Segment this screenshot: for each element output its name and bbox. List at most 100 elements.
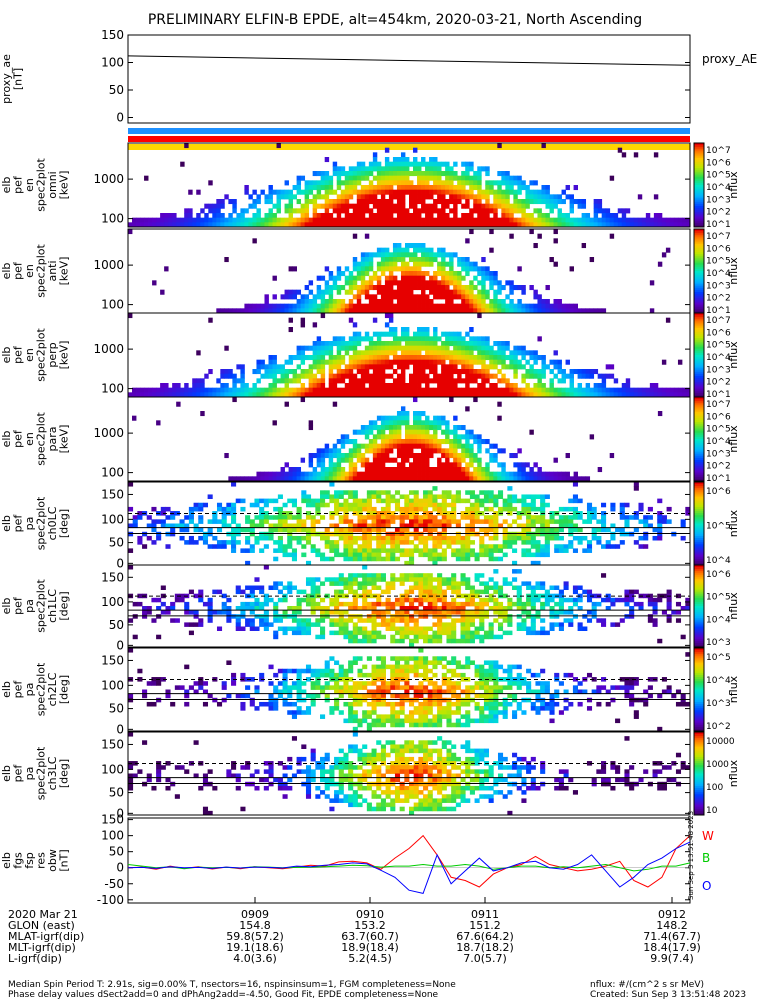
heatmap-cell <box>249 527 255 533</box>
heatmap-cell <box>184 208 189 214</box>
heatmap-cell <box>517 222 522 228</box>
heatmap-cell <box>469 303 474 309</box>
y-axis-label-line: en <box>23 264 36 278</box>
heatmap-cell <box>385 618 391 623</box>
heatmap-cell <box>533 199 538 205</box>
heatmap-cell <box>305 618 312 623</box>
heatmap-cell <box>461 303 466 309</box>
heatmap-cell <box>336 439 342 445</box>
heatmap-cell <box>477 185 482 191</box>
heatmap-cell <box>477 303 482 309</box>
heatmap-cell <box>384 359 390 365</box>
heatmap-cell <box>400 280 406 286</box>
heatmap-cell <box>421 453 426 459</box>
heatmap-cell <box>404 166 410 172</box>
heatmap-cell <box>352 548 358 553</box>
heatmap-cell <box>344 208 350 214</box>
heatmap-cell <box>284 203 289 209</box>
heatmap-cell <box>400 213 406 219</box>
heatmap-cell <box>625 383 631 389</box>
heatmap-cell <box>657 222 663 228</box>
heatmap-cell <box>334 597 340 603</box>
heatmap-cell <box>172 222 177 228</box>
heatmap-cell <box>364 434 370 440</box>
heatmap-cell <box>376 597 382 603</box>
heatmap-cell <box>324 222 330 228</box>
heatmap-cell <box>301 519 307 524</box>
heatmap-cell <box>557 387 562 393</box>
heatmap-cell <box>413 494 419 499</box>
heatmap-cell <box>288 378 293 384</box>
heatmap-cell <box>425 203 430 209</box>
heatmap-cell <box>179 519 185 524</box>
heatmap-cell <box>425 280 430 286</box>
heatmap-cell <box>432 577 438 582</box>
heatmap-cell <box>469 359 474 365</box>
heatmap-cell <box>400 457 406 463</box>
heatmap-cell <box>385 552 391 558</box>
heatmap-cell <box>168 222 173 228</box>
heatmap-cell <box>396 415 402 421</box>
heatmap-cell <box>577 498 583 504</box>
heatmap-cell <box>488 494 494 499</box>
heatmap-cell <box>529 180 534 186</box>
heatmap-cell <box>404 171 410 177</box>
heatmap-cell <box>280 294 285 300</box>
heatmap-cell <box>332 166 338 172</box>
heatmap-cell <box>557 222 562 228</box>
heatmap-cell <box>320 630 326 636</box>
heatmap-cell <box>561 213 566 219</box>
heatmap-cell <box>581 222 587 228</box>
heatmap-cell <box>565 303 570 309</box>
heatmap-cell <box>372 275 378 281</box>
heatmap-cell <box>316 308 322 314</box>
heatmap-cell <box>392 166 398 172</box>
heatmap-cell <box>529 194 534 200</box>
heatmap-cell <box>308 217 314 223</box>
heatmap-cell <box>292 303 297 309</box>
heatmap-cell <box>384 261 390 267</box>
heatmap-cell <box>277 519 283 524</box>
heatmap-cell <box>429 203 434 209</box>
heatmap-cell <box>404 630 410 636</box>
y-axis-label-line: spec2plot <box>35 496 48 550</box>
heatmap-cell <box>455 535 461 541</box>
heatmap-cell <box>641 392 647 398</box>
colorbar-segment <box>694 229 704 232</box>
heatmap-cell <box>601 519 607 524</box>
heatmap-cell <box>429 308 434 314</box>
heatmap-cell <box>509 289 514 295</box>
heatmap-cell <box>413 397 418 403</box>
heatmap-cell <box>348 369 354 375</box>
heatmap-cell <box>493 535 499 541</box>
heatmap-cell <box>392 327 398 333</box>
colorbar-segment <box>694 271 704 274</box>
heatmap-cell <box>385 519 391 524</box>
heatmap-cell <box>287 626 293 631</box>
heatmap-cell <box>432 548 438 553</box>
heatmap-cell <box>513 383 518 389</box>
heatmap-cell <box>368 194 374 200</box>
heatmap-cell <box>336 266 342 272</box>
heatmap-cell <box>312 180 318 186</box>
heatmap-cell <box>665 387 671 393</box>
heatmap-cell <box>362 597 368 603</box>
heatmap-cell <box>433 355 438 361</box>
heatmap-cell <box>469 453 474 459</box>
heatmap-cell <box>481 280 486 286</box>
heatmap-cell <box>649 392 655 398</box>
heatmap-cell <box>340 471 346 477</box>
heatmap-cell <box>453 453 458 459</box>
heatmap-cell <box>605 540 611 545</box>
y-tick-label: 100 <box>101 212 124 226</box>
colorbar-segment <box>694 529 704 533</box>
heatmap-cell <box>248 392 253 398</box>
colorbar-segment <box>694 451 704 455</box>
heatmap-cell <box>621 217 627 223</box>
heatmap-cell <box>502 531 508 537</box>
heatmap-cell <box>151 523 157 529</box>
heatmap-cell <box>505 213 510 219</box>
heatmap-cell <box>324 299 330 305</box>
colorbar-segment <box>694 466 704 469</box>
plot-title: PRELIMINARY ELFIN-B EPDE, alt=454km, 202… <box>148 12 642 28</box>
